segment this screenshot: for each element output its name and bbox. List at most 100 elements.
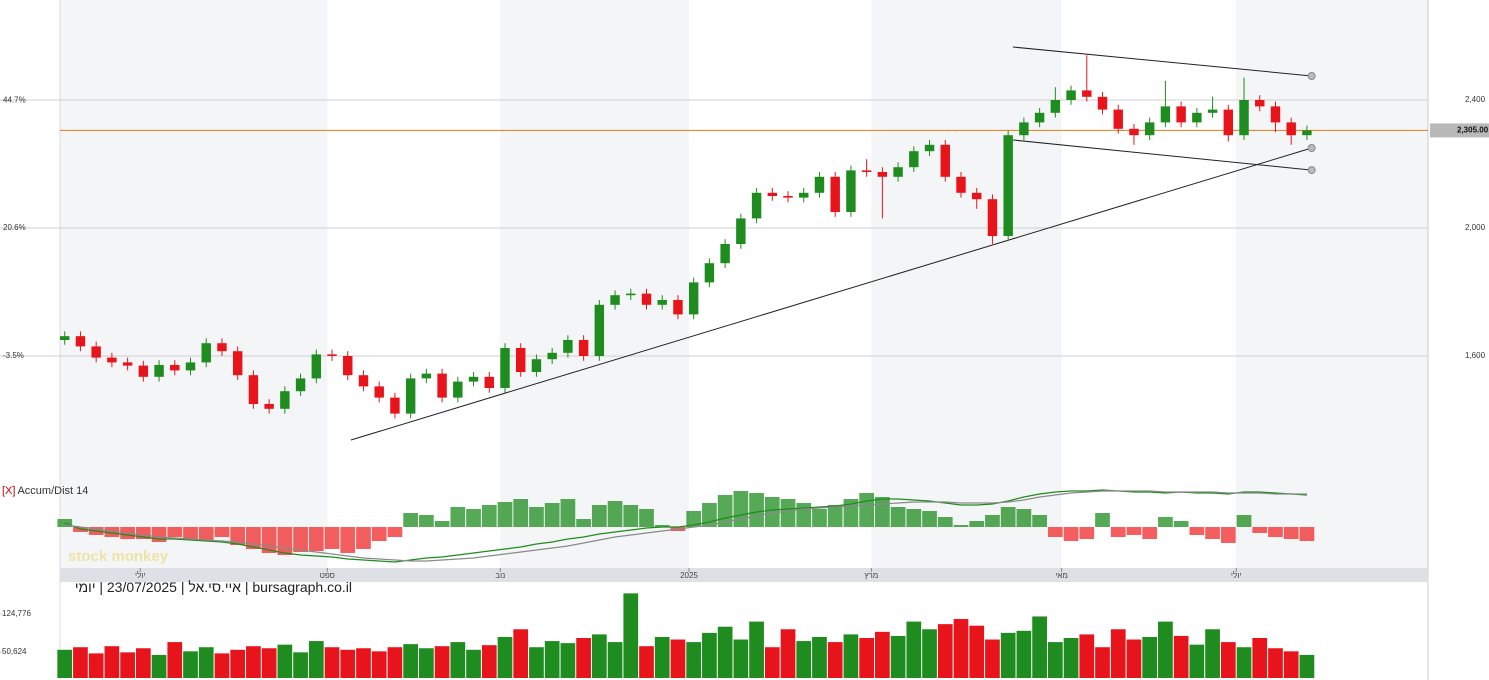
volume-bar bbox=[450, 642, 466, 678]
candle-body bbox=[704, 263, 715, 283]
candle-body bbox=[453, 381, 463, 398]
indicator-bar bbox=[167, 527, 183, 537]
volume-bar bbox=[198, 647, 214, 678]
indicator-bar bbox=[875, 497, 890, 527]
volume-bar bbox=[183, 651, 198, 678]
candle-body bbox=[626, 293, 636, 296]
volume-bar bbox=[591, 634, 607, 678]
volume-bar bbox=[1000, 632, 1016, 678]
watermark: stock monkey bbox=[68, 548, 169, 565]
indicator-bar bbox=[1283, 527, 1299, 539]
candle-body bbox=[1270, 106, 1281, 123]
candle-body bbox=[232, 351, 243, 376]
indicator-tag[interactable]: [X] bbox=[2, 485, 15, 497]
indicator-bar bbox=[1189, 527, 1205, 535]
last-price-label: 2,305.00 bbox=[1457, 126, 1489, 135]
volume-bar bbox=[607, 642, 623, 678]
indicator-bar bbox=[780, 499, 796, 527]
candle-body bbox=[264, 404, 274, 409]
indicator-bar bbox=[969, 521, 985, 527]
candle-body bbox=[1223, 109, 1234, 136]
candle-body bbox=[563, 340, 573, 353]
indicator-bar bbox=[230, 527, 246, 545]
indicator-bar bbox=[953, 525, 969, 527]
candle-body bbox=[1239, 100, 1249, 136]
volume-bar bbox=[1126, 639, 1142, 678]
candle-body bbox=[138, 365, 149, 377]
candle-body bbox=[1050, 100, 1061, 113]
volume-bar bbox=[434, 646, 450, 678]
x-tick-label: ספט bbox=[320, 571, 335, 580]
indicator-bar bbox=[1142, 527, 1158, 539]
candle-body bbox=[751, 192, 762, 219]
indicator-bar bbox=[371, 527, 387, 541]
volume-bar bbox=[230, 649, 246, 678]
candle-body bbox=[877, 172, 888, 177]
volume-bar bbox=[702, 632, 717, 678]
indicator-bar bbox=[639, 509, 654, 527]
volume-bar bbox=[403, 644, 419, 678]
indicator-line bbox=[64, 489, 1307, 563]
candle-body bbox=[1082, 90, 1092, 97]
candle-body bbox=[720, 244, 730, 264]
x-tick-label: מאי bbox=[1055, 571, 1068, 580]
indicator-bar bbox=[922, 511, 937, 527]
trendline bbox=[1012, 139, 1312, 171]
volume-bar bbox=[135, 648, 151, 678]
indicator-bar bbox=[1032, 515, 1047, 527]
candle-body bbox=[641, 293, 652, 305]
indicator-bar bbox=[450, 507, 466, 527]
candle-body bbox=[248, 375, 259, 404]
volume-bar bbox=[544, 641, 560, 678]
indicator-bar bbox=[560, 499, 576, 527]
volume-bar bbox=[497, 636, 513, 678]
indicator-bar bbox=[1047, 527, 1063, 537]
volume-bar bbox=[214, 653, 230, 678]
x-tick-label: יולי bbox=[135, 571, 145, 580]
volume-bar bbox=[796, 641, 812, 678]
volume-bar bbox=[308, 641, 324, 678]
volume-bar bbox=[167, 642, 183, 678]
candle-body bbox=[688, 282, 699, 315]
candle-body bbox=[201, 343, 211, 363]
indicator-line bbox=[64, 490, 1307, 562]
volume-bar bbox=[1220, 642, 1236, 678]
indicator-bar bbox=[623, 505, 639, 527]
candle-body bbox=[1255, 100, 1265, 107]
volume-tick-label: 50,624 bbox=[2, 647, 27, 656]
indicator-bar bbox=[434, 521, 450, 527]
indicator-bar bbox=[686, 511, 702, 527]
volume-bar bbox=[1158, 621, 1173, 678]
indicator-bar bbox=[764, 497, 780, 527]
volume-bar bbox=[1283, 651, 1299, 678]
indicator-bar bbox=[1268, 527, 1283, 537]
indicator-bar bbox=[1220, 527, 1236, 543]
indicator-bar bbox=[1095, 513, 1110, 527]
candle-body bbox=[531, 359, 542, 372]
indicator-bar bbox=[529, 507, 544, 527]
volume-bar bbox=[1142, 636, 1158, 678]
volume-bar bbox=[922, 629, 937, 678]
candle-body bbox=[736, 218, 746, 244]
trendline-handle bbox=[1307, 144, 1316, 152]
candle-body bbox=[657, 300, 667, 305]
candle-body bbox=[861, 170, 872, 172]
indicator-bar bbox=[151, 527, 167, 542]
candle-body bbox=[327, 354, 337, 356]
indicator-bar bbox=[1205, 527, 1220, 539]
volume-bar bbox=[843, 634, 859, 678]
candle-body bbox=[1003, 135, 1013, 236]
indicator-bar bbox=[497, 502, 513, 527]
indicator-bar bbox=[576, 519, 591, 527]
volume-bar bbox=[890, 635, 906, 678]
volume-bar bbox=[1016, 630, 1032, 678]
volume-bar bbox=[88, 653, 104, 678]
indicator-bar bbox=[403, 513, 419, 527]
volume-bar bbox=[340, 649, 356, 678]
volume-bar bbox=[1173, 635, 1189, 678]
volume-bar bbox=[1047, 642, 1063, 678]
y2-tick-label: -3.5% bbox=[3, 351, 24, 360]
candle-body bbox=[1144, 122, 1155, 136]
volume-bar bbox=[953, 619, 969, 678]
